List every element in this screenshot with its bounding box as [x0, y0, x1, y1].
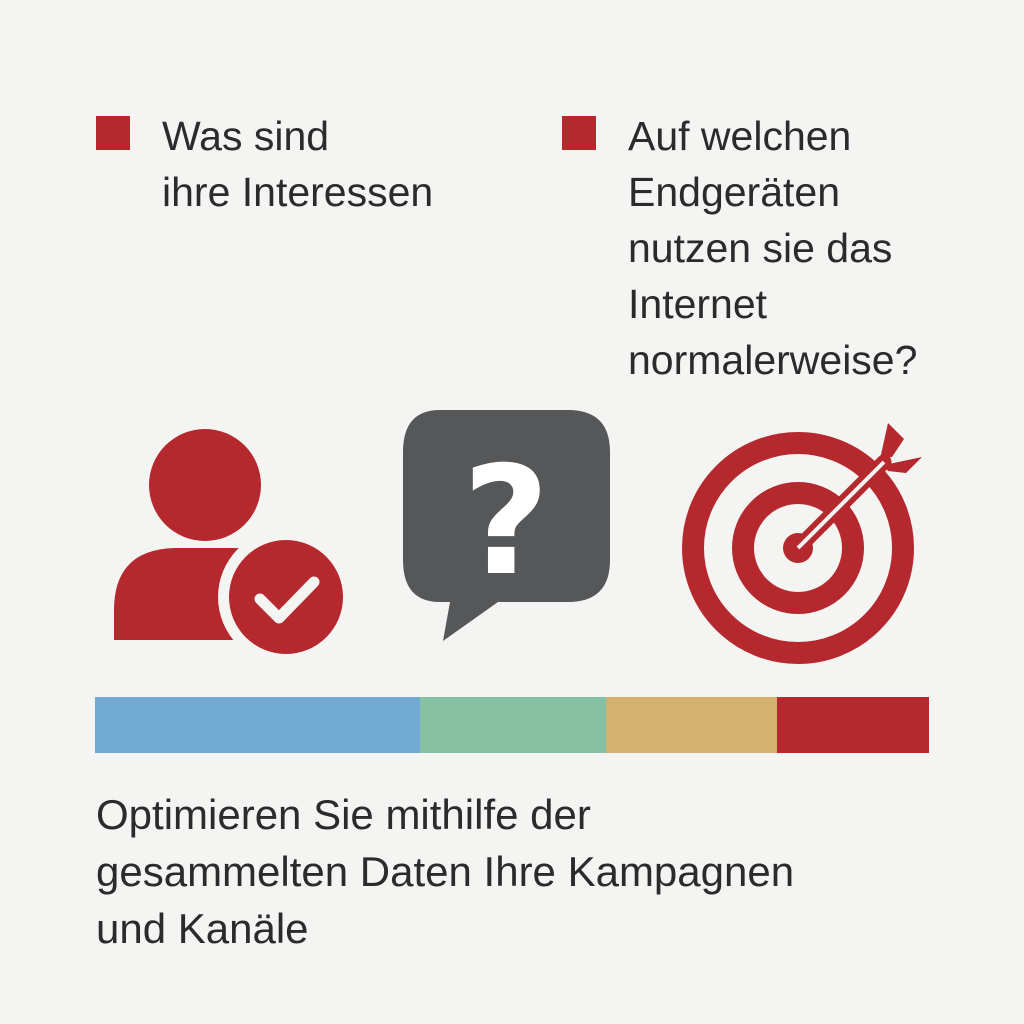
question-bubble-icon: ?	[403, 410, 610, 641]
red-square-bullet-icon	[96, 116, 130, 150]
red-square-bullet-icon	[562, 116, 596, 150]
question-mark-glyph: ?	[462, 435, 549, 609]
footer-text: Optimieren Sie mithilfe der gesammelten …	[96, 786, 794, 957]
bullet-line: Internet	[628, 281, 768, 327]
bullet-line: normalerweise?	[628, 337, 918, 383]
bullet-devices-text: Auf welchen Endgeräten nutzen sie das In…	[628, 108, 917, 388]
footer-line: Optimieren Sie mithilfe der	[96, 791, 591, 838]
bar-segment-yellow	[606, 697, 777, 753]
target-arrow-icon	[682, 423, 922, 664]
bullet-interests-text: Was sind ihre Interessen	[162, 108, 433, 220]
bar-segment-green	[420, 697, 606, 753]
bar-segment-blue	[95, 697, 420, 753]
bullet-line: Endgeräten	[628, 169, 841, 215]
bar-segment-red	[777, 697, 929, 753]
footer-line: und Kanäle	[96, 905, 309, 952]
bullet-line: Was sind	[162, 113, 330, 159]
footer-line: gesammelten Daten Ihre Kampagnen	[96, 848, 795, 895]
bullet-line: Auf welchen	[628, 113, 852, 159]
bullet-line: ihre Interessen	[162, 169, 434, 215]
color-bar	[95, 697, 929, 753]
bullet-line: nutzen sie das	[628, 225, 893, 271]
user-check-icon	[114, 429, 350, 665]
